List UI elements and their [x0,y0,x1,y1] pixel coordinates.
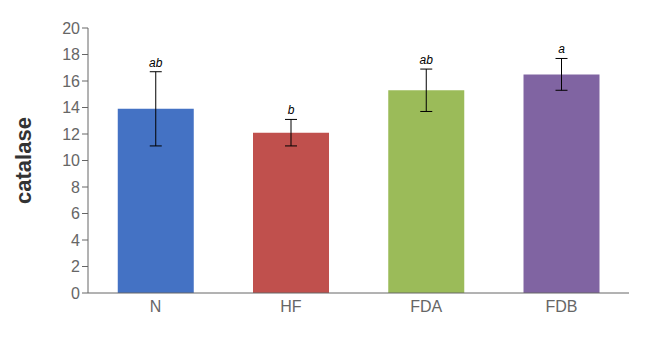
svg-text:b: b [288,103,295,117]
svg-text:catalase: catalase [11,117,36,204]
svg-text:14: 14 [62,99,80,116]
svg-text:HF: HF [280,298,302,315]
svg-text:16: 16 [62,73,80,90]
svg-text:20: 20 [62,20,80,37]
svg-text:a: a [558,42,565,56]
svg-text:12: 12 [62,126,80,143]
svg-text:0: 0 [71,285,80,302]
svg-text:FDA: FDA [410,298,442,315]
svg-text:FDB: FDB [545,298,577,315]
svg-text:ab: ab [420,53,434,67]
svg-text:18: 18 [62,46,80,63]
svg-text:ab: ab [149,56,163,70]
svg-text:N: N [150,298,162,315]
svg-text:4: 4 [71,232,80,249]
svg-text:10: 10 [62,152,80,169]
svg-text:6: 6 [71,205,80,222]
svg-text:8: 8 [71,179,80,196]
svg-text:2: 2 [71,258,80,275]
